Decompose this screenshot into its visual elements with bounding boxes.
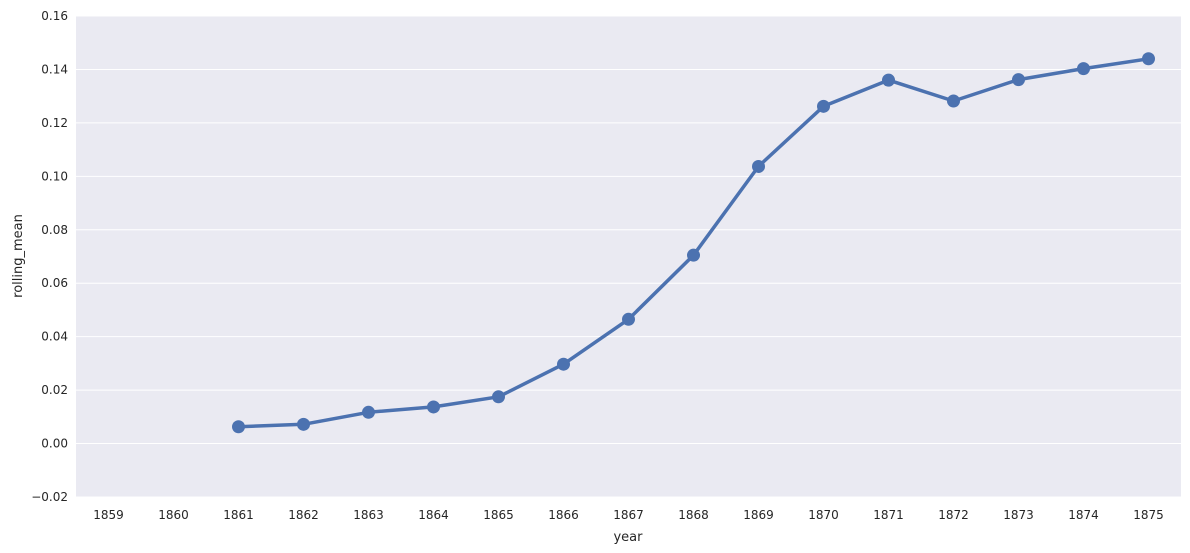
data-point bbox=[817, 99, 830, 113]
x-tick-label: 1865 bbox=[483, 508, 514, 522]
x-tick-label: 1861 bbox=[223, 508, 254, 522]
x-tick-label: 1864 bbox=[418, 508, 449, 522]
x-tick-label: 1868 bbox=[678, 508, 709, 522]
data-point bbox=[947, 94, 960, 108]
data-point bbox=[882, 73, 895, 87]
y-axis-label: rolling_mean bbox=[11, 214, 26, 298]
data-point bbox=[427, 400, 440, 414]
x-tick-label: 1871 bbox=[873, 508, 904, 522]
y-tick-label: 0.08 bbox=[41, 223, 68, 237]
y-tick-label: 0.04 bbox=[41, 330, 68, 344]
data-point bbox=[232, 420, 245, 434]
series-group bbox=[232, 52, 1155, 434]
x-tick-label: 1860 bbox=[158, 508, 189, 522]
x-tick-label: 1873 bbox=[1003, 508, 1034, 522]
data-point bbox=[362, 405, 375, 419]
data-point bbox=[557, 357, 570, 371]
data-point bbox=[1142, 52, 1155, 66]
x-tick-label: 1869 bbox=[743, 508, 774, 522]
x-tick-label: 1867 bbox=[613, 508, 644, 522]
y-tick-label: −0.02 bbox=[31, 490, 68, 504]
plot-area bbox=[76, 16, 1181, 497]
y-tick-label: 0.12 bbox=[41, 116, 68, 130]
x-tick-label: 1874 bbox=[1068, 508, 1099, 522]
data-point bbox=[297, 417, 310, 431]
y-tick-label: 0.02 bbox=[41, 383, 68, 397]
x-tick-label: 1863 bbox=[353, 508, 384, 522]
x-tick-label: 1872 bbox=[938, 508, 969, 522]
data-point bbox=[492, 390, 505, 404]
y-tick-label: 0.10 bbox=[41, 169, 68, 183]
x-tick-label: 1875 bbox=[1133, 508, 1164, 522]
data-point bbox=[622, 312, 635, 326]
gridlines bbox=[76, 15, 1181, 498]
y-tick-label: 0.14 bbox=[41, 62, 68, 76]
x-tick-label: 1870 bbox=[808, 508, 839, 522]
y-tick-label: 0.16 bbox=[41, 9, 68, 23]
y-tick-label: 0.06 bbox=[41, 276, 68, 290]
x-axis-label: year bbox=[613, 530, 643, 545]
data-point bbox=[752, 159, 765, 173]
data-point bbox=[1077, 62, 1090, 76]
y-axis-ticks: −0.02 0.00 0.02 0.04 0.06 0.08 0.10 0.12 0.14 0.1… bbox=[31, 9, 68, 504]
y-tick-label: 0.00 bbox=[41, 437, 68, 451]
x-tick-label: 1866 bbox=[548, 508, 579, 522]
data-point bbox=[687, 248, 700, 262]
x-tick-label: 1862 bbox=[288, 508, 319, 522]
x-tick-label: 1859 bbox=[93, 508, 124, 522]
data-point bbox=[1012, 73, 1025, 87]
x-axis-ticks: 1859 1860 1861 1862 1863 1864 1865 1866 1867 1868… bbox=[93, 508, 1164, 522]
